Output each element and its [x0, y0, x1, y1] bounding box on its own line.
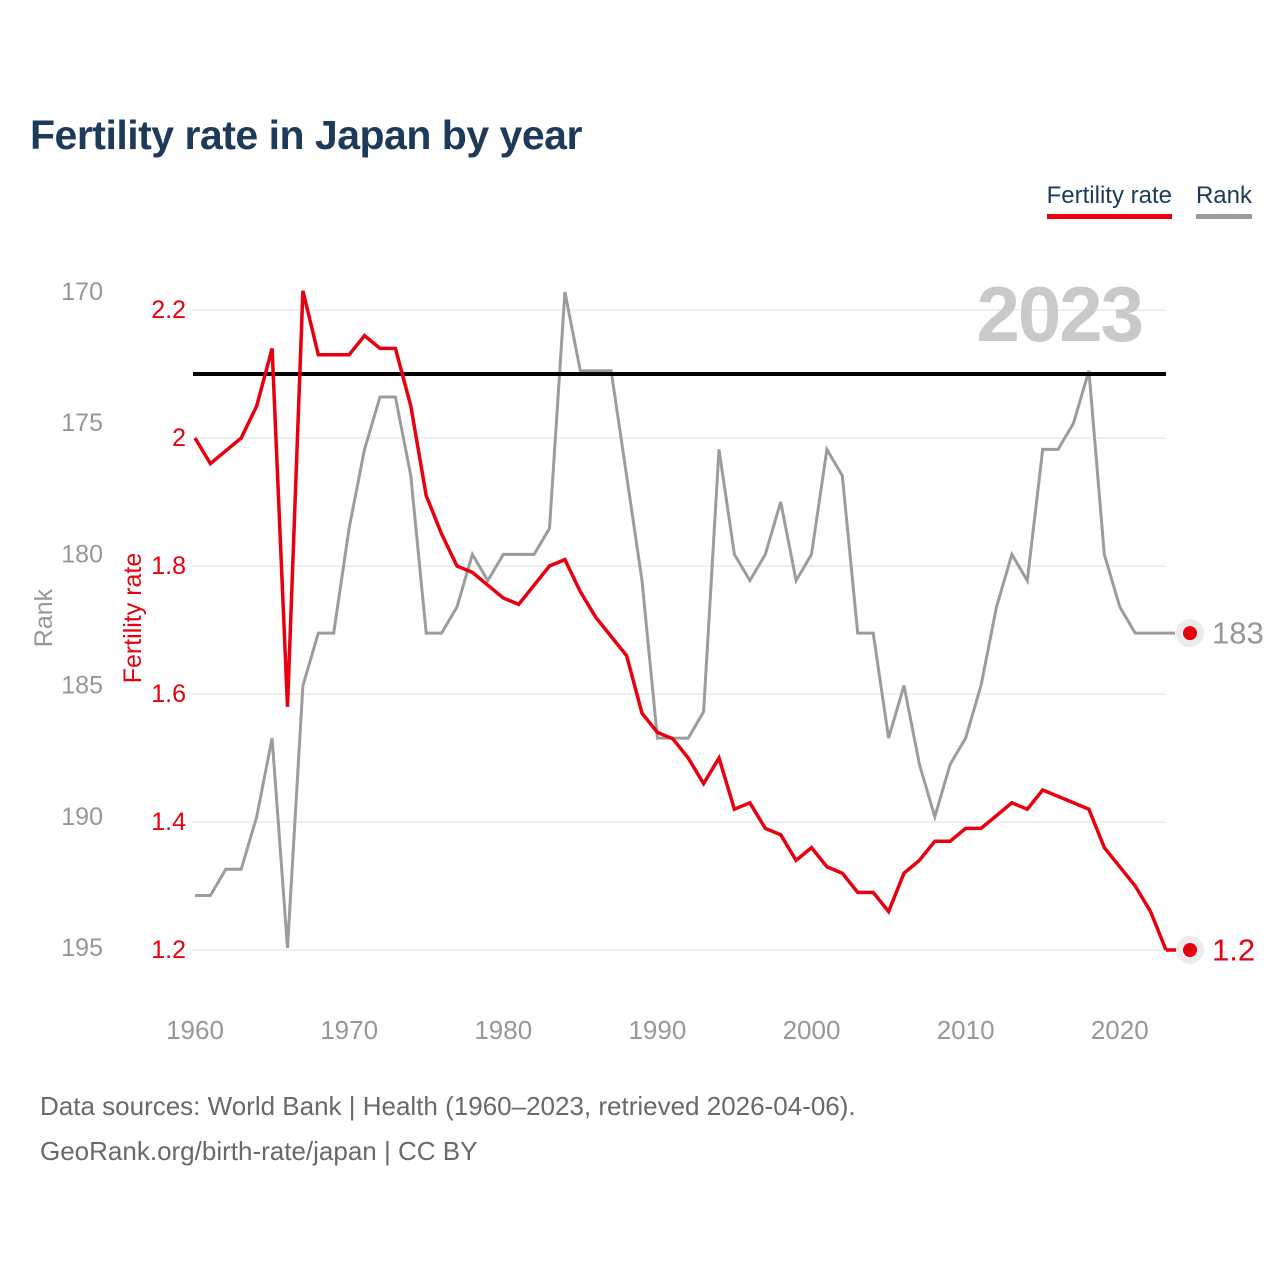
x-tick-label: 1980: [474, 1015, 532, 1045]
legend-label: Rank: [1195, 182, 1252, 209]
rank-tick-label: 180: [61, 540, 103, 568]
rank-line: [195, 291, 1166, 949]
source-line-2: GeoRank.org/birth-rate/japan | CC BY: [40, 1136, 478, 1166]
legend-item-rank[interactable]: Rank: [1195, 182, 1252, 219]
x-tick-label: 2020: [1091, 1015, 1149, 1045]
legend-color-bar: [1195, 214, 1252, 219]
end-dot-fertility: [1183, 943, 1197, 957]
end-value-label-fertility: 1.2: [1212, 933, 1255, 968]
page-title: Fertility rate in Japan by year: [30, 112, 582, 158]
data-source-note: Data sources: World Bank | Health (1960–…: [40, 1084, 856, 1174]
x-tick-label: 2000: [783, 1015, 841, 1045]
fertility-line: [193, 290, 1168, 951]
fertility-axis-title: Fertility rate: [119, 553, 147, 684]
rank-tick-label: 195: [61, 934, 103, 962]
selected-year-watermark: 2023: [976, 270, 1142, 358]
plot-area[interactable]: [195, 280, 1166, 970]
fertility-tick-label: 1.6: [151, 680, 186, 708]
x-tick-label: 1960: [166, 1015, 224, 1045]
rank-tick-label: 175: [61, 409, 103, 437]
legend-color-bar: [1046, 214, 1172, 219]
end-value-label-rank: 183: [1212, 616, 1264, 651]
rank-tick-label: 190: [61, 803, 103, 831]
x-tick-label: 1990: [628, 1015, 686, 1045]
end-dot-rank: [1183, 626, 1197, 641]
x-tick-label: 1970: [320, 1015, 378, 1045]
fertility-tick-label: 1.8: [151, 552, 186, 580]
rank-tick-label: 170: [61, 278, 103, 306]
fertility-tick-label: 2.2: [151, 296, 186, 324]
rank-axis-title: Rank: [30, 588, 58, 647]
fertility-tick-label: 1.4: [151, 808, 186, 836]
legend-label: Fertility rate: [1046, 182, 1172, 209]
rank-tick-label: 185: [61, 672, 103, 700]
source-line-1: Data sources: World Bank | Health (1960–…: [40, 1091, 856, 1121]
fertility-tick-label: 1.2: [151, 936, 186, 964]
legend-item-fertility[interactable]: Fertility rate: [1046, 182, 1172, 219]
fertility-tick-label: 2: [172, 424, 186, 452]
x-tick-label: 2010: [937, 1015, 995, 1045]
legend: Fertility rate Rank: [1046, 182, 1252, 219]
